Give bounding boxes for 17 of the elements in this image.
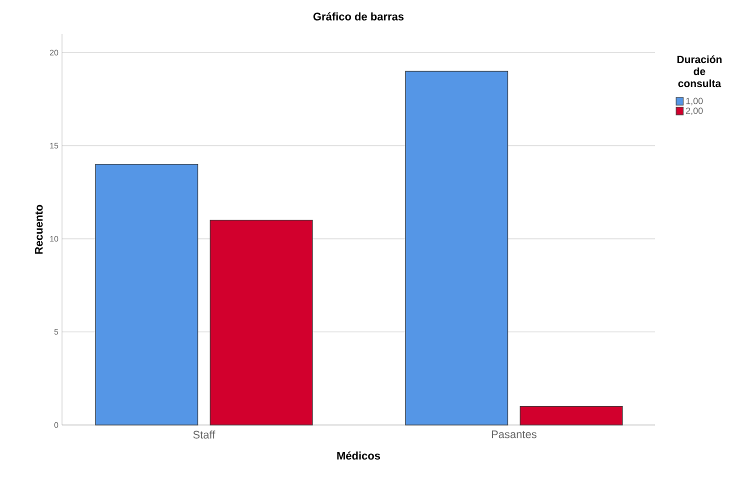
legend-label: 2,00 (686, 108, 703, 116)
chart-title: Gráfico de barras (313, 12, 404, 20)
y-tick-label: 15 (50, 142, 58, 148)
y-tick-label: 10 (50, 236, 58, 242)
legend-label: 1,00 (686, 98, 703, 106)
y-tick-label: 20 (50, 50, 58, 56)
x-tick-label: Pasantes (492, 430, 536, 438)
y-axis-title: Recuento (35, 204, 43, 254)
bar (95, 164, 198, 426)
x-axis-title: Médicos (337, 451, 380, 460)
y-tick-label: 5 (54, 329, 58, 335)
bar (210, 220, 313, 426)
x-tick-label: Staff (193, 430, 216, 439)
bar (520, 406, 623, 426)
legend-title: Duración de consulta (677, 55, 722, 88)
bar (405, 70, 508, 426)
y-tick-label: 0 (54, 422, 58, 428)
